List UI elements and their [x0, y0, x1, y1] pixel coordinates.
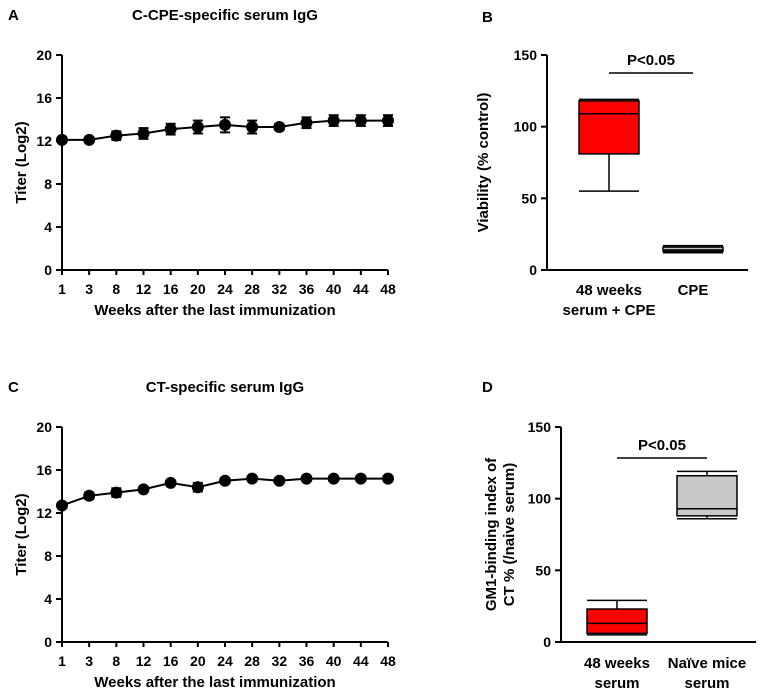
y-tick-label: 20	[36, 419, 52, 435]
data-point	[273, 474, 286, 487]
data-point	[137, 127, 150, 140]
x-tick-label: 8	[112, 653, 120, 669]
x-category-label: 48 weeks	[576, 282, 642, 299]
data-point	[354, 472, 367, 485]
x-tick-label: 32	[272, 281, 288, 297]
x-category-label: 48 weeks	[584, 655, 650, 672]
data-point	[137, 483, 150, 496]
panel-label-b: B	[482, 9, 493, 26]
x-category-label: Naïve mice	[668, 655, 746, 672]
y-tick-label: 12	[36, 133, 52, 149]
x-tick-label: 24	[217, 653, 233, 669]
x-tick-label: 28	[244, 653, 260, 669]
chart-title-c: CT-specific serum IgG	[146, 379, 304, 396]
data-point	[327, 472, 340, 485]
x-tick-label: 44	[353, 281, 369, 297]
x-tick-label: 40	[326, 281, 342, 297]
box-body	[578, 100, 640, 155]
y-axis-label-a: Titer (Log2)	[13, 121, 30, 203]
data-point	[382, 114, 394, 127]
y-tick-label: 12	[36, 505, 52, 521]
x-tick-label: 8	[112, 281, 120, 297]
x-tick-label: 40	[326, 653, 342, 669]
data-point	[300, 472, 313, 485]
data-point	[56, 499, 68, 512]
data-point	[83, 489, 96, 502]
x-tick-label: 3	[85, 281, 93, 297]
box-body	[586, 608, 648, 635]
x-tick-label: 48	[380, 653, 396, 669]
y-tick-label: 150	[514, 47, 538, 63]
y-tick-label: 0	[44, 634, 52, 650]
x-tick-label: 20	[190, 281, 206, 297]
data-point	[191, 121, 204, 134]
y-tick-label: 4	[44, 219, 52, 235]
data-point	[191, 481, 204, 494]
y-axis-label-d: GM1-binding index of	[483, 457, 500, 611]
y-axis-label-c: Titer (Log2)	[13, 493, 30, 575]
y-axis-label-d: CT % (/naive serum)	[501, 463, 518, 606]
x-category-label: serum + CPE	[563, 302, 656, 319]
data-point	[219, 474, 231, 487]
data-point	[327, 114, 340, 127]
data-point	[246, 472, 259, 485]
data-point	[110, 129, 123, 142]
panel-label-c: C	[8, 379, 19, 396]
data-point	[83, 133, 96, 146]
x-axis-label-a: Weeks after the last immunization	[94, 302, 335, 319]
x-tick-label: 1	[58, 653, 66, 669]
x-tick-label: 12	[136, 281, 152, 297]
x-tick-label: 1	[58, 281, 66, 297]
x-tick-label: 48	[380, 281, 396, 297]
y-tick-label: 50	[521, 190, 537, 206]
x-tick-label: 3	[85, 653, 93, 669]
data-point	[56, 133, 68, 146]
y-tick-label: 16	[36, 90, 52, 106]
x-axis-label-c: Weeks after the last immunization	[94, 674, 335, 691]
x-tick-label: 12	[136, 653, 152, 669]
data-point	[300, 116, 313, 129]
x-category-label: serum	[684, 675, 729, 692]
x-category-label: CPE	[678, 282, 709, 299]
y-tick-label: 100	[528, 491, 552, 507]
y-tick-label: 8	[44, 548, 52, 564]
box-body	[676, 474, 738, 517]
y-tick-label: 50	[535, 562, 551, 578]
y-tick-label: 4	[44, 591, 52, 607]
panel-label-a: A	[8, 7, 19, 24]
data-point	[354, 114, 367, 127]
panel-label-d: D	[482, 379, 493, 396]
x-tick-label: 16	[163, 653, 179, 669]
y-tick-label: 20	[36, 47, 52, 63]
data-point	[382, 472, 394, 485]
y-tick-label: 8	[44, 176, 52, 192]
data-point	[164, 123, 177, 136]
x-tick-label: 44	[353, 653, 369, 669]
y-tick-label: 0	[44, 262, 52, 278]
data-point	[164, 476, 177, 489]
x-tick-label: 36	[299, 653, 315, 669]
y-axis-label-b: Viability (% control)	[475, 93, 492, 233]
significance-label: P<0.05	[638, 437, 686, 454]
x-tick-label: 28	[244, 281, 260, 297]
significance-label: P<0.05	[627, 52, 675, 69]
data-point	[273, 121, 286, 134]
chart-title-a: C-CPE-specific serum IgG	[132, 7, 318, 24]
data-point	[219, 118, 231, 131]
y-tick-label: 0	[529, 262, 537, 278]
x-tick-label: 32	[272, 653, 288, 669]
x-tick-label: 16	[163, 281, 179, 297]
y-tick-label: 150	[528, 419, 552, 435]
x-tick-label: 24	[217, 281, 233, 297]
x-tick-label: 36	[299, 281, 315, 297]
y-tick-label: 16	[36, 462, 52, 478]
x-category-label: serum	[594, 675, 639, 692]
y-tick-label: 100	[514, 119, 538, 135]
x-tick-label: 20	[190, 653, 206, 669]
data-point	[110, 486, 123, 499]
data-point	[246, 121, 259, 134]
y-tick-label: 0	[543, 634, 551, 650]
